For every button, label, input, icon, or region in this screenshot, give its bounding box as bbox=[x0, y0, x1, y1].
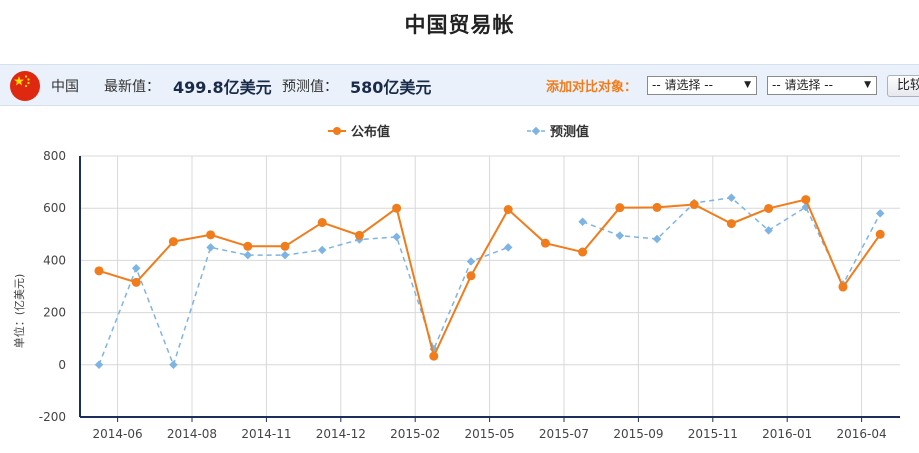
published-line bbox=[98, 198, 882, 360]
forecast-point bbox=[578, 217, 587, 227]
forecast-point bbox=[503, 243, 513, 252]
forecast-point bbox=[392, 232, 401, 242]
published-point bbox=[689, 200, 699, 210]
published-point bbox=[652, 202, 662, 212]
published-point bbox=[429, 351, 439, 361]
x-tick-label: 2015-09 bbox=[613, 427, 663, 441]
x-tick-label: 2014-06 bbox=[93, 427, 143, 441]
legend-forecast-label[interactable]: 预测值 bbox=[550, 124, 589, 140]
page-title: 中国贸易帐 bbox=[404, 13, 515, 37]
published-point bbox=[615, 203, 625, 213]
x-tick-label: 2016-04 bbox=[837, 427, 887, 441]
chart-series bbox=[94, 193, 885, 370]
compare-button[interactable]: 比较 bbox=[887, 75, 919, 97]
compare-select-1-value: -- 请选择 -- bbox=[652, 78, 713, 92]
y-tick-label: 200 bbox=[43, 306, 66, 320]
forecast-point bbox=[169, 360, 178, 370]
compare-select-2[interactable]: -- 请选择 -- ▼ bbox=[767, 76, 877, 95]
x-tick-label: 2015-07 bbox=[539, 427, 589, 441]
forecast-point bbox=[875, 209, 885, 218]
x-tick-label: 2014-08 bbox=[167, 427, 217, 441]
published-point bbox=[206, 230, 216, 240]
published-point bbox=[578, 247, 588, 257]
y-tick-label: 400 bbox=[43, 253, 66, 267]
x-tick-label: 2015-02 bbox=[390, 427, 440, 441]
forecast-point bbox=[727, 193, 736, 203]
x-tick-label: 2015-11 bbox=[688, 427, 738, 441]
published-point bbox=[94, 266, 104, 276]
forecast-value: 580亿美元 bbox=[350, 78, 432, 97]
trade-balance-chart: 公布值 预测值 单位：(亿美元) -200 0 200 400 600 800 2014-0… bbox=[12, 124, 900, 441]
published-point bbox=[280, 241, 290, 251]
published-point bbox=[801, 195, 811, 205]
forecast-line bbox=[98, 236, 509, 368]
chart-axes: -200 0 200 400 600 800 2014-06 2014-08 2014-11 20… bbox=[39, 149, 900, 441]
y-tick-label: 0 bbox=[58, 358, 66, 372]
legend-forecast-marker bbox=[531, 126, 541, 136]
published-point bbox=[354, 230, 364, 240]
published-point bbox=[243, 241, 253, 251]
chart-grid bbox=[80, 155, 900, 418]
y-tick-label: 600 bbox=[43, 201, 66, 215]
chart-legend: 公布值 预测值 bbox=[328, 124, 589, 140]
x-tick-label: 2016-01 bbox=[762, 427, 812, 441]
published-point bbox=[168, 237, 178, 247]
x-tick-label: 2014-12 bbox=[316, 427, 366, 441]
country-name: 中国 bbox=[51, 79, 79, 95]
forecast-point bbox=[206, 243, 215, 252]
published-point bbox=[131, 277, 141, 287]
published-point bbox=[875, 229, 885, 239]
forecast-point bbox=[615, 231, 625, 240]
published-point bbox=[838, 282, 848, 292]
y-axis-label: 单位：(亿美元) bbox=[12, 274, 26, 349]
latest-value-label: 最新值： bbox=[104, 79, 160, 95]
published-point bbox=[503, 205, 513, 215]
x-tick-label: 2015-05 bbox=[465, 427, 515, 441]
forecast-point bbox=[317, 245, 327, 255]
dropdown-arrow-icon: ▼ bbox=[864, 80, 871, 90]
compare-label: 添加对比对象： bbox=[546, 80, 638, 95]
y-tick-label: -200 bbox=[39, 410, 66, 424]
published-point bbox=[392, 203, 402, 213]
dropdown-arrow-icon: ▼ bbox=[744, 80, 751, 90]
y-tick-label: 800 bbox=[43, 149, 66, 163]
compare-select-1[interactable]: -- 请选择 -- ▼ bbox=[647, 76, 757, 95]
published-point bbox=[726, 219, 736, 229]
legend-published-marker bbox=[333, 127, 341, 135]
legend-published-label[interactable]: 公布值 bbox=[351, 124, 390, 140]
forecast-point bbox=[466, 257, 476, 266]
published-point bbox=[540, 238, 550, 248]
forecast-point bbox=[280, 250, 290, 260]
forecast-point bbox=[131, 263, 141, 273]
compare-select-2-value: -- 请选择 -- bbox=[772, 78, 833, 92]
latest-value: 499.8亿美元 bbox=[173, 78, 272, 97]
published-point bbox=[466, 271, 476, 281]
indicator-info-bar: 中国 最新值： 499.8亿美元 预测值： 580亿美元 添加对比对象： -- … bbox=[0, 64, 919, 106]
forecast-value-label: 预测值： bbox=[282, 79, 338, 95]
forecast-point bbox=[94, 360, 104, 370]
china-flag-icon bbox=[10, 71, 40, 101]
published-point bbox=[317, 218, 327, 228]
published-point bbox=[764, 203, 774, 213]
forecast-point bbox=[243, 250, 253, 260]
x-tick-label: 2014-11 bbox=[241, 427, 291, 441]
